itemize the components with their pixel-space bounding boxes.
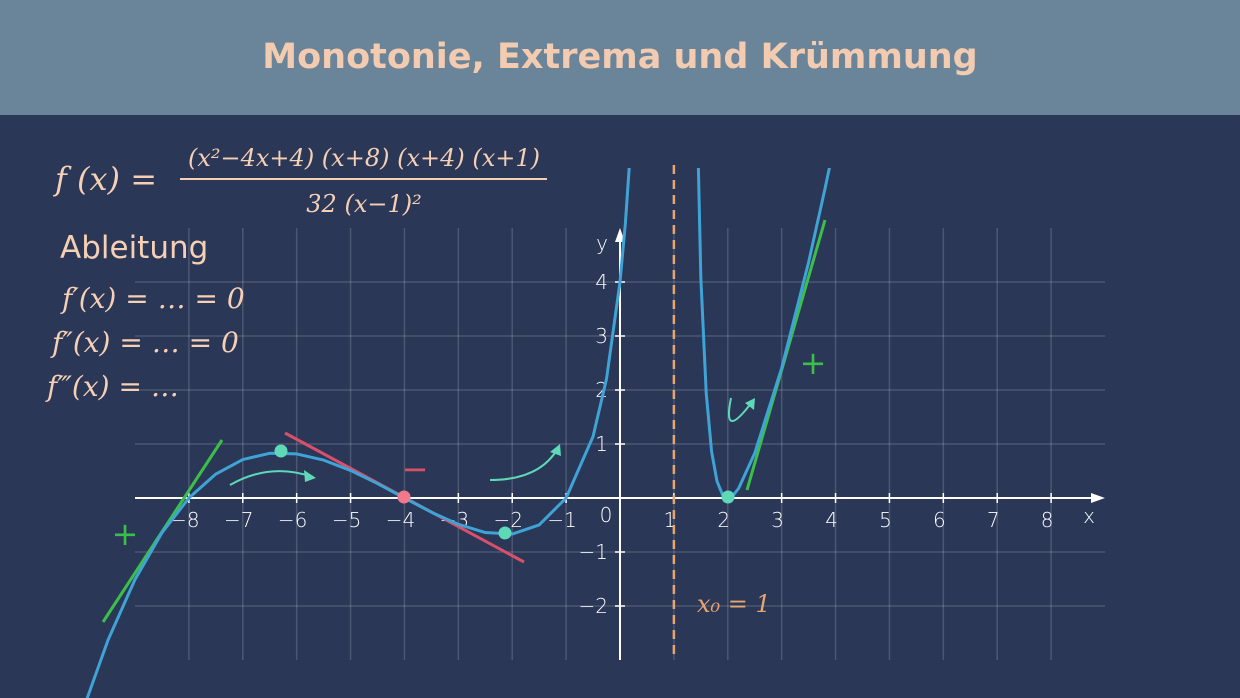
y-tick-label: 4 [595,270,608,294]
x-tick-label: 3 [771,508,784,532]
y-tick-label: 3 [595,324,608,348]
x-tick-label: −7 [224,508,253,532]
note: f‴(x) = … [45,370,179,403]
x-tick-label: 8 [1041,508,1054,532]
x-axis-label: x [1083,504,1095,528]
sign-annotation: + [112,515,139,553]
highlight-point [498,526,512,540]
y-tick-label: −2 [579,594,608,618]
header-bar [0,0,1240,115]
highlight-point [397,490,411,504]
formula-denominator: 32 (x−1)² [306,190,421,218]
note-heading: Ableitung [60,230,208,266]
formula-lhs: f (x) = [53,160,157,198]
arrow [727,397,753,422]
asymptote-label: x₀ = 1 [697,590,771,618]
x-tick-label: 4 [825,508,838,532]
x-tick-label: 6 [933,508,946,532]
highlight-point [721,490,735,504]
y-axis-label: y [596,231,608,255]
x-axis-arrow [1091,493,1105,503]
note: f′(x) = … = 0 [60,282,245,315]
x-tick-label: −5 [332,508,361,532]
x-tick-label: 7 [987,508,1000,532]
x-tick-label: 5 [879,508,892,532]
x-tick-label: 2 [717,508,730,532]
sign-annotation: − [402,450,429,488]
highlight-point [274,444,288,458]
arrow-head [745,398,755,410]
y-tick-label: 1 [595,432,608,456]
arrow [489,447,559,481]
origin-label: 0 [600,503,613,527]
arrow-head [304,470,316,482]
x-tick-label: −4 [386,508,415,532]
note: f″(x) = … = 0 [50,326,239,359]
x-tick-label: −6 [278,508,307,532]
y-tick-label: −1 [579,540,608,564]
title: Monotonie, Extrema und Krümmung [262,37,977,77]
formula-numerator: (x²−4x+4) (x+8) (x+4) (x+1) [188,144,540,172]
sign-annotation: + [800,344,827,382]
arrow-head [550,444,561,456]
